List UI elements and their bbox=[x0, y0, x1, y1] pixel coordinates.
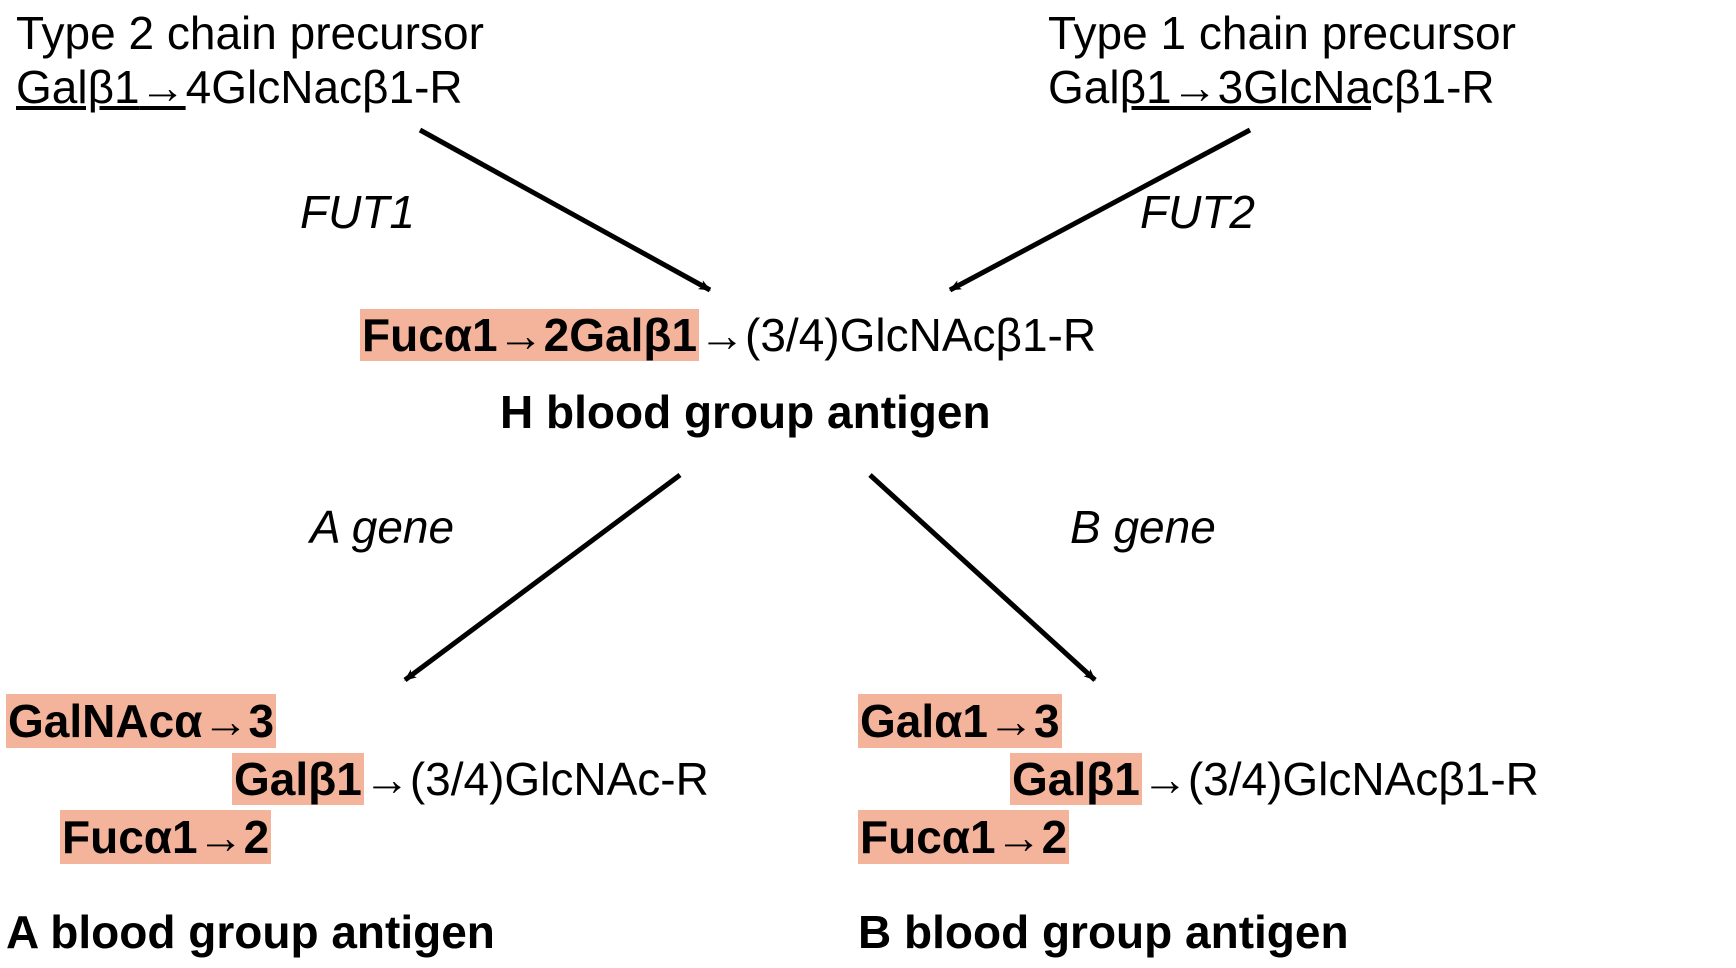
arrow-top-right bbox=[950, 130, 1250, 290]
arrow-top-left bbox=[420, 130, 710, 290]
arrow-bot-left bbox=[405, 475, 680, 680]
arrows-layer bbox=[0, 0, 1736, 968]
arrow-bot-right bbox=[870, 475, 1095, 680]
